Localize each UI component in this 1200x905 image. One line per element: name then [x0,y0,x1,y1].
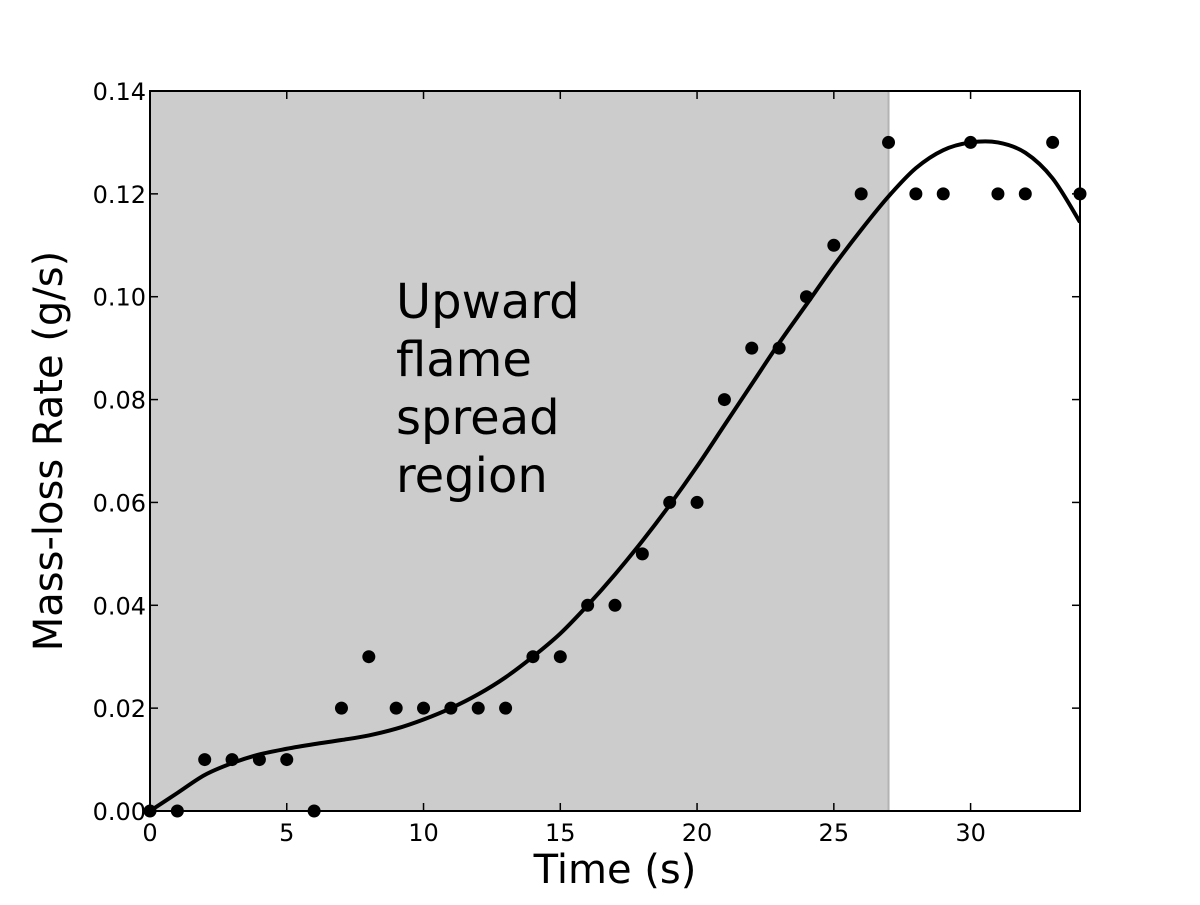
data-point [225,753,239,767]
data-point [280,753,294,767]
data-point [717,393,731,407]
x-tick-label: 5 [279,819,294,847]
shaded-region-upward-flame-spread [150,91,889,811]
data-point [334,701,348,715]
region-annotation-line: flame [396,332,532,388]
x-tick-label: 0 [142,819,157,847]
data-point [690,495,704,509]
region-annotation: Upward flame spread region [396,274,580,504]
data-point [854,187,868,201]
data-point [444,701,458,715]
x-tick-label: 15 [545,819,576,847]
region-annotation-line: spread [396,390,560,446]
data-point [882,135,896,149]
y-tick-label: 0.12 [93,181,146,209]
region-annotation-line: Upward [396,274,580,330]
y-tick-label: 0.00 [93,798,146,826]
data-point [417,701,431,715]
data-point [1046,135,1060,149]
data-point [772,341,786,355]
data-point [389,701,403,715]
data-point [499,701,513,715]
data-point [608,598,622,612]
y-tick-label: 0.06 [93,489,146,517]
plot-frame [149,90,1081,812]
data-point [1018,187,1032,201]
y-tick-label: 0.02 [93,695,146,723]
x-tick-label: 30 [955,819,986,847]
data-point [471,701,485,715]
x-tick-label: 25 [819,819,850,847]
data-point [991,187,1005,201]
data-point [362,650,376,664]
y-tick-label: 0.08 [93,387,146,415]
data-point [252,753,266,767]
data-point [663,495,677,509]
data-point [198,753,212,767]
data-point [553,650,567,664]
y-axis-label: Mass-loss Rate (g/s) [26,251,72,651]
data-point [526,650,540,664]
data-point [936,187,950,201]
data-point [827,238,841,252]
x-tick-label: 20 [682,819,713,847]
x-tick-label: 10 [408,819,439,847]
data-point [745,341,759,355]
data-point [799,290,813,304]
y-tick-label: 0.04 [93,592,146,620]
x-axis-label: Time (s) [533,847,697,893]
region-annotation-line: region [396,448,548,504]
data-point [581,598,595,612]
data-point [909,187,923,201]
data-point [964,135,978,149]
y-tick-label: 0.14 [93,78,146,106]
fit-curve-line [150,139,1080,811]
data-point [635,547,649,561]
y-tick-label: 0.10 [93,284,146,312]
